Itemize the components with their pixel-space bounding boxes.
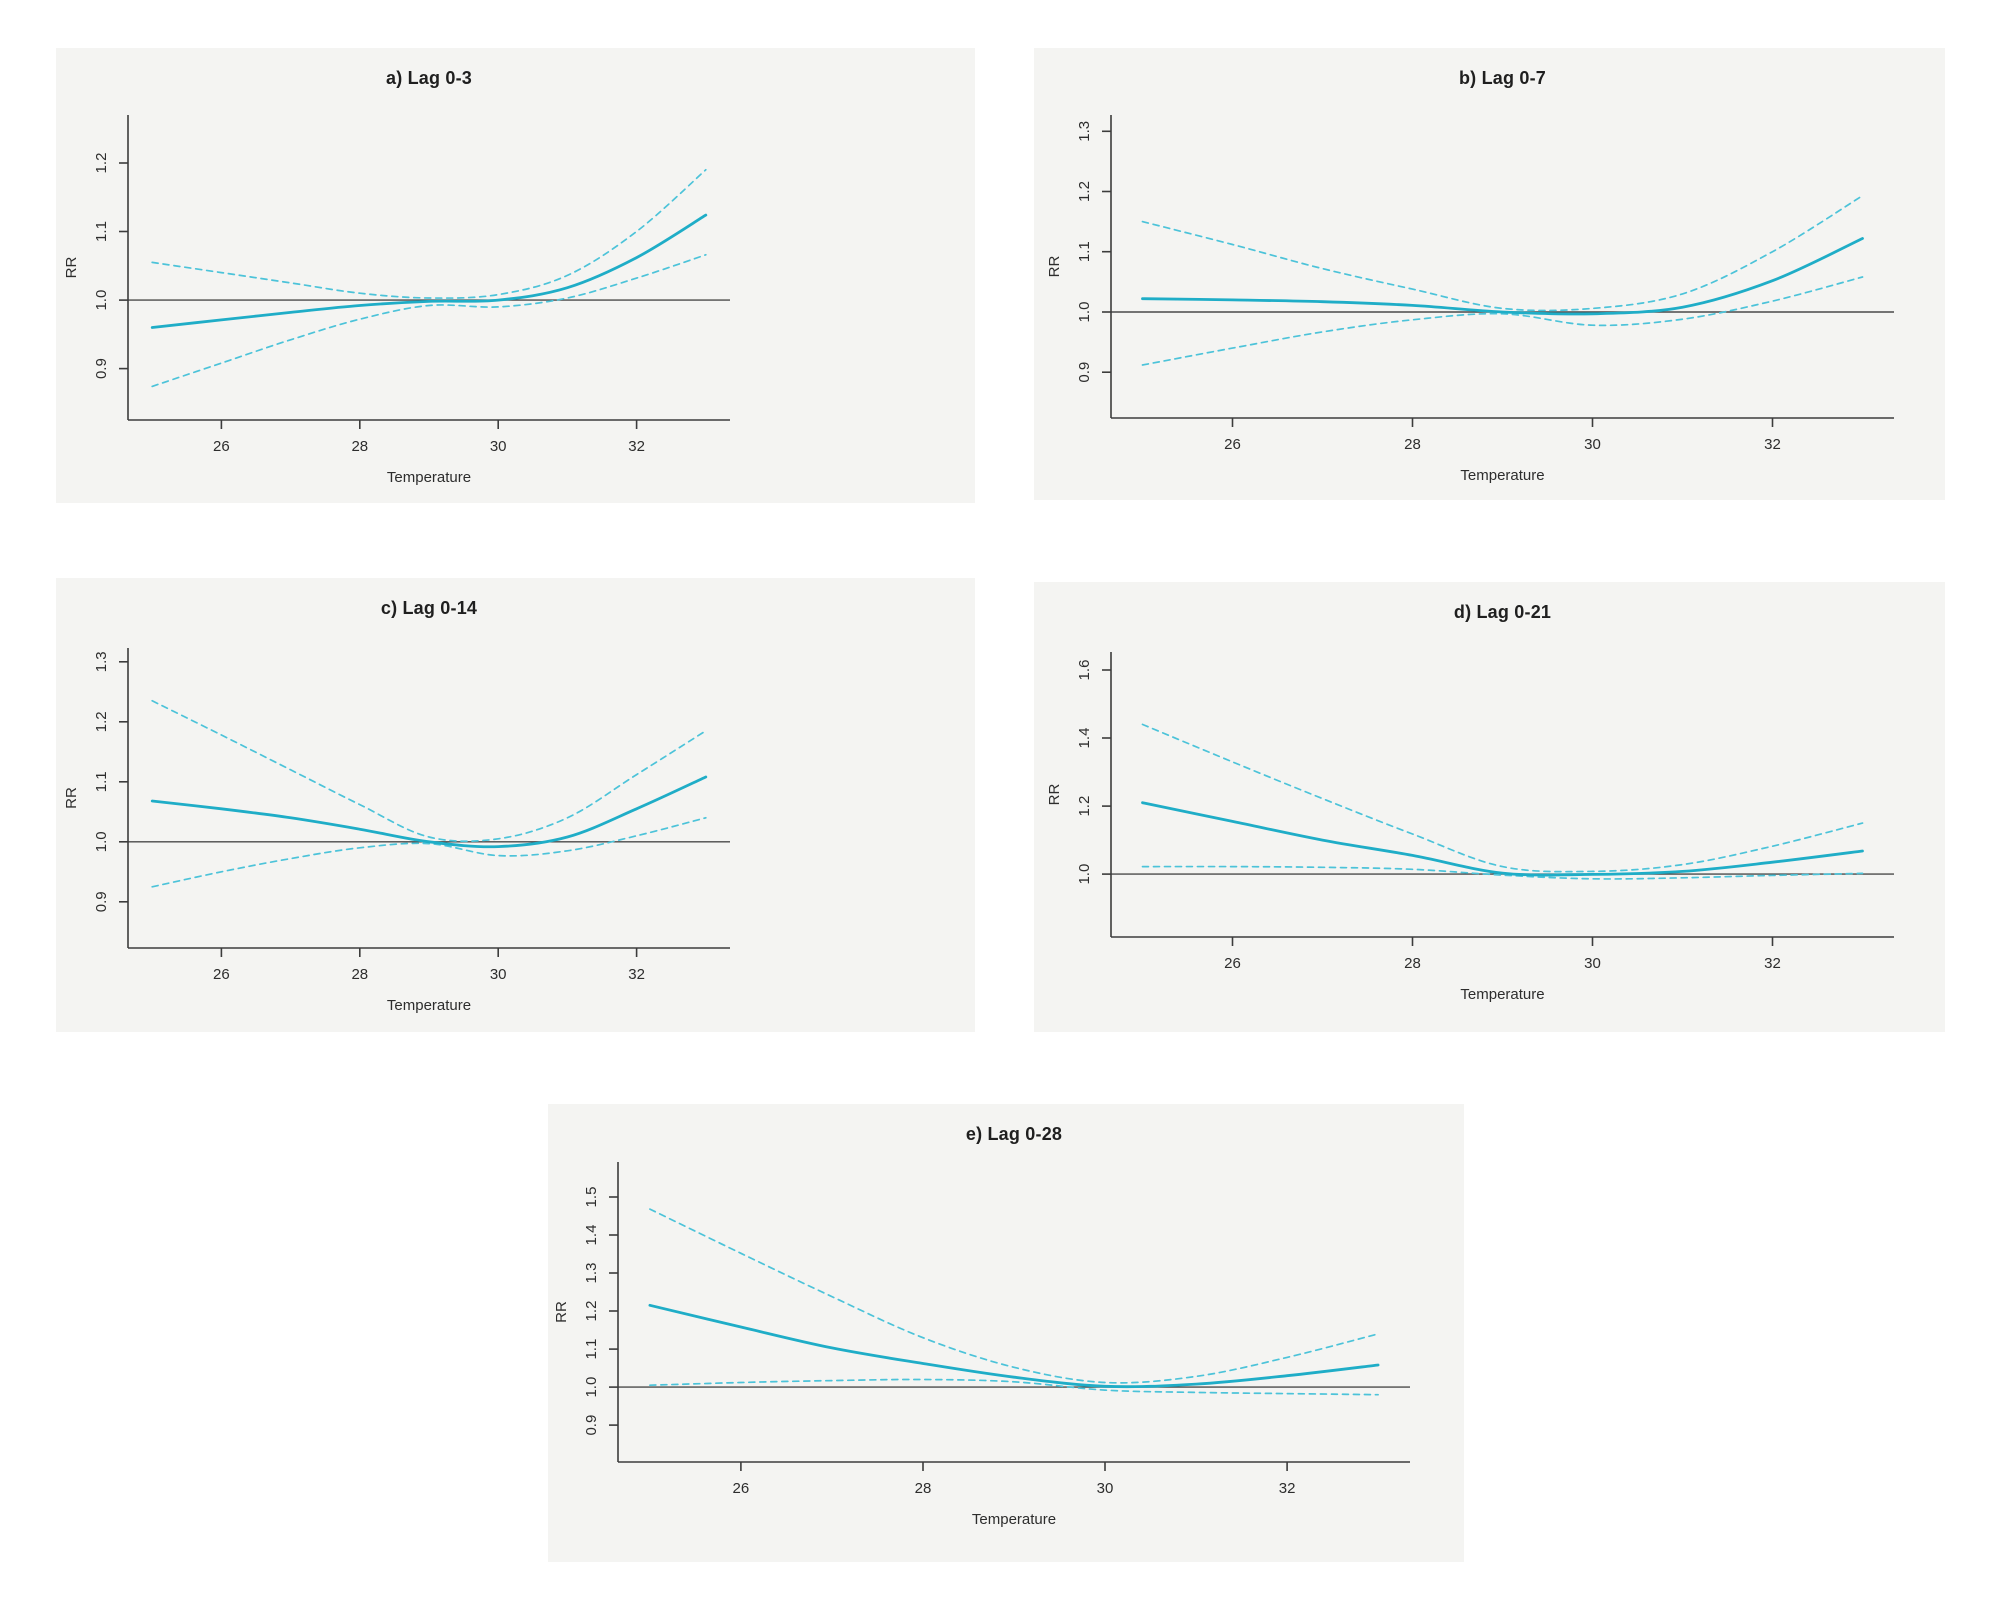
chart-lag-0-7: 26 28 30 32 0.9 1.0 1.1 1.2 1.3 Temperature RR	[1034, 48, 1945, 500]
x-tick-label: 28	[915, 1480, 932, 1497]
y-tick-label: 1.3	[583, 1263, 600, 1284]
x-tick-label: 28	[1404, 955, 1421, 972]
y-axis-label: RR	[553, 1301, 570, 1323]
estimate-line	[1141, 237, 1864, 316]
x-tick-label: 26	[733, 1480, 750, 1497]
y-tick-label: 1.1	[93, 771, 110, 792]
chart-title: a) Lag 0-3	[385, 68, 473, 88]
lower-ci-line	[151, 816, 707, 888]
y-axis-label: RR	[1046, 784, 1063, 806]
y-tick-label: 1.1	[1076, 241, 1093, 262]
x-axis-label: Temperature	[1460, 467, 1544, 484]
x-tick-label: 30	[1097, 1480, 1114, 1497]
x-tick-label: 30	[490, 438, 507, 455]
y-tick-label: 1.0	[93, 290, 110, 311]
y-tick-label: 1.2	[1076, 181, 1093, 202]
y-tick-label: 1.2	[93, 711, 110, 732]
upper-ci-line	[151, 168, 707, 299]
x-tick-label: 32	[1764, 955, 1781, 972]
y-axis-label: RR	[63, 257, 80, 279]
chart-svg: 26 28 30 32 0.9 1.0 1.1 1.2 1.3 Temperature RR	[63, 648, 730, 1014]
y-tick-label: 1.0	[1076, 864, 1093, 885]
x-tick-label: 28	[351, 966, 368, 983]
x-axis-label: Temperature	[1460, 986, 1544, 1003]
y-tick-label: 0.9	[583, 1415, 600, 1436]
y-axis-label: RR	[1046, 256, 1063, 278]
x-axis-label: Temperature	[387, 997, 471, 1014]
x-tick-label: 32	[628, 966, 645, 983]
lower-ci-line	[1141, 276, 1864, 366]
x-axis-label: Temperature	[387, 469, 471, 486]
estimate-line	[150, 213, 708, 329]
chart-lag-0-21: 26 28 30 32 1.0 1.2 1.4 1.6 Temperature RR	[1034, 582, 1945, 1032]
panel-e-lag-0-28: e) Lag 0-28 26 28 30 32 0.9 1.0 1.1 1.2 1.3 1.4 1.…	[548, 1104, 1464, 1562]
x-tick-label: 32	[1764, 436, 1781, 453]
panel-a-lag-0-3: a) Lag 0-3 26 28 30 32 0.9 1.0 1.1 1.2 Temperatu…	[56, 48, 975, 503]
x-tick-label: 26	[213, 438, 230, 455]
chart-svg: 26 28 30 32 0.9 1.0 1.1 1.2 1.3 Temperature RR	[1046, 115, 1894, 484]
y-axis-label: RR	[63, 787, 80, 809]
y-tick-label: 1.4	[1076, 728, 1093, 749]
panel-d-lag-0-21: d) Lag 0-21 26 28 30 32 1.0 1.2 1.4 1.6 Temperat…	[1034, 582, 1945, 1032]
x-tick-label: 28	[1404, 436, 1421, 453]
x-tick-label: 30	[1584, 436, 1601, 453]
chart-svg: 26 28 30 32 0.9 1.0 1.1 1.2 Temperature RR	[63, 115, 730, 486]
lower-ci-line	[151, 253, 707, 388]
chart-lag-0-28: 26 28 30 32 0.9 1.0 1.1 1.2 1.3 1.4 1.5 Temperature…	[548, 1104, 1464, 1562]
chart-svg: 26 28 30 32 1.0 1.2 1.4 1.6 Temperature RR	[1046, 652, 1894, 1003]
upper-ci-line	[649, 1208, 1379, 1384]
chart-title: b) Lag 0-7	[1458, 68, 1546, 88]
y-tick-label: 1.3	[93, 651, 110, 672]
y-tick-label: 1.4	[583, 1225, 600, 1246]
estimate-line	[1141, 801, 1864, 877]
y-tick-label: 1.0	[583, 1377, 600, 1398]
upper-ci-line	[151, 699, 707, 843]
x-tick-label: 32	[1279, 1480, 1296, 1497]
y-tick-label: 1.1	[583, 1339, 600, 1360]
y-tick-label: 1.2	[93, 153, 110, 174]
y-tick-label: 1.1	[93, 221, 110, 242]
y-tick-label: 1.2	[583, 1301, 600, 1322]
panel-c-lag-0-14: c) Lag 0-14 26 28 30 32 0.9 1.0 1.1 1.2 1.3 Tempe…	[56, 578, 975, 1032]
chart-title: c) Lag 0-14	[380, 598, 478, 618]
panel-b-lag-0-7: b) Lag 0-7 26 28 30 32 0.9 1.0 1.1 1.2 1.3 Temper…	[1034, 48, 1945, 500]
y-tick-label: 1.0	[1076, 302, 1093, 323]
upper-ci-line	[1141, 194, 1864, 312]
chart-lag-0-3: 26 28 30 32 0.9 1.0 1.1 1.2 Temperature RR	[56, 48, 975, 503]
y-tick-label: 1.2	[1076, 796, 1093, 817]
lower-ci-line	[649, 1378, 1379, 1396]
estimate-line	[648, 1303, 1380, 1389]
x-tick-label: 26	[1224, 955, 1241, 972]
chart-svg: 26 28 30 32 0.9 1.0 1.1 1.2 1.3 1.4 1.5 Temperature…	[553, 1162, 1410, 1528]
chart-title: e) Lag 0-28	[965, 1124, 1063, 1144]
x-tick-label: 26	[1224, 436, 1241, 453]
y-tick-label: 1.6	[1076, 660, 1093, 681]
chart-lag-0-14: 26 28 30 32 0.9 1.0 1.1 1.2 1.3 Temperature RR	[56, 578, 975, 1032]
estimate-line	[150, 775, 708, 849]
x-tick-label: 30	[490, 966, 507, 983]
x-tick-label: 28	[351, 438, 368, 455]
y-tick-label: 0.9	[93, 358, 110, 379]
y-tick-label: 0.9	[1076, 362, 1093, 383]
y-tick-label: 1.5	[583, 1187, 600, 1208]
upper-ci-line	[1141, 723, 1864, 873]
x-tick-label: 32	[628, 438, 645, 455]
x-tick-label: 26	[213, 966, 230, 983]
x-axis-label: Temperature	[972, 1511, 1056, 1528]
chart-title: d) Lag 0-21	[1453, 602, 1552, 622]
y-tick-label: 1.3	[1076, 121, 1093, 142]
x-tick-label: 30	[1584, 955, 1601, 972]
y-tick-label: 1.0	[93, 831, 110, 852]
y-tick-label: 0.9	[93, 891, 110, 912]
